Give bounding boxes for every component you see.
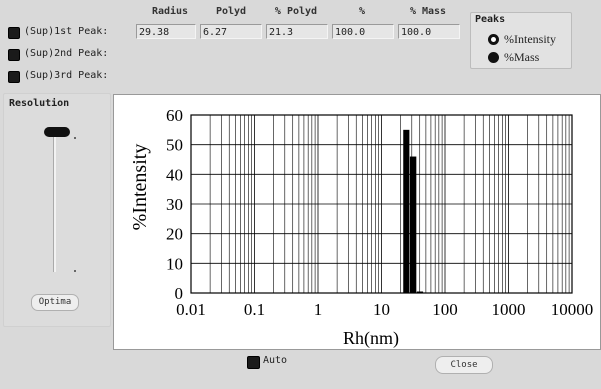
- col-header-radius: Radius: [151, 6, 189, 17]
- resolution-slider-handle[interactable]: [44, 127, 70, 137]
- x-tick-label: 100: [432, 300, 458, 319]
- x-tick-label: 10: [373, 300, 390, 319]
- size-distribution-chart: 0.01 0.1 1 10 100 1000 10000 0 10 20 30 40 50 60 %In…: [129, 106, 593, 349]
- col-header-pct: %: [358, 6, 366, 17]
- resolution-tick-top: [74, 137, 76, 139]
- x-tick-label: 1: [314, 300, 323, 319]
- peak-1-checkbox[interactable]: [8, 27, 20, 39]
- peaks-group-title: Peaks: [475, 14, 506, 25]
- col-header-polyd: Polyd: [215, 6, 247, 17]
- intensity-radio[interactable]: [488, 34, 499, 45]
- mass-radio-label: %Mass: [504, 50, 540, 64]
- peak-1-pct-polyd: 21.3: [266, 24, 328, 39]
- peaks-group: Peaks %Intensity %Mass: [470, 12, 572, 69]
- resolution-tick-bottom: [74, 270, 76, 272]
- intensity-radio-label: %Intensity: [504, 32, 556, 46]
- bar: [416, 291, 424, 293]
- peak-1-radius: 29.38: [136, 24, 196, 39]
- x-tick-label: 0.01: [176, 300, 206, 319]
- x-axis-label: Rh(nm): [343, 328, 399, 349]
- y-axis-label: %Intensity: [129, 144, 151, 231]
- peak-3-label: (Sup)3rd Peak:: [24, 70, 109, 81]
- y-tick-label: 50: [166, 136, 183, 155]
- peak-1-label: (Sup)1st Peak:: [24, 26, 109, 37]
- peak-2-label: (Sup)2nd Peak:: [24, 48, 109, 59]
- x-tick-label: 1000: [492, 300, 526, 319]
- col-header-pct-mass: % Mass: [409, 6, 447, 17]
- peak-3-checkbox[interactable]: [8, 71, 20, 83]
- y-tick-labels: 0 10 20 30 40 50 60: [166, 106, 183, 303]
- bar: [409, 156, 417, 293]
- peak-1-pct-mass: 100.0: [398, 24, 460, 39]
- y-tick-label: 60: [166, 106, 183, 125]
- chart-area: 0.01 0.1 1 10 100 1000 10000 0 10 20 30 40 50 60 %In…: [113, 94, 601, 350]
- resolution-slider-track[interactable]: [53, 132, 56, 272]
- peak-1-pct: 100.0: [332, 24, 394, 39]
- x-tick-label: 0.1: [244, 300, 265, 319]
- resolution-title: Resolution: [9, 98, 70, 109]
- y-tick-label: 30: [166, 195, 183, 214]
- y-tick-label: 10: [166, 254, 183, 273]
- x-tick-labels: 0.01 0.1 1 10 100 1000 10000: [176, 300, 593, 319]
- y-tick-label: 20: [166, 225, 183, 244]
- auto-checkbox[interactable]: [247, 356, 260, 369]
- auto-label: Auto: [263, 355, 288, 366]
- peak-1-polyd: 6.27: [200, 24, 262, 39]
- bars: [403, 129, 424, 293]
- close-button[interactable]: Close: [435, 356, 493, 374]
- y-tick-label: 0: [175, 284, 184, 303]
- grid: [190, 114, 573, 294]
- peak-2-checkbox[interactable]: [8, 49, 20, 61]
- plot-border: [190, 114, 573, 294]
- y-tick-label: 40: [166, 165, 183, 184]
- optima-button[interactable]: Optima: [31, 294, 79, 311]
- resolution-panel: Resolution Optima: [3, 93, 111, 327]
- col-header-pct-polyd: % Polyd: [274, 6, 318, 17]
- mass-radio[interactable]: [488, 52, 499, 63]
- bar: [403, 129, 410, 293]
- x-tick-label: 10000: [551, 300, 594, 319]
